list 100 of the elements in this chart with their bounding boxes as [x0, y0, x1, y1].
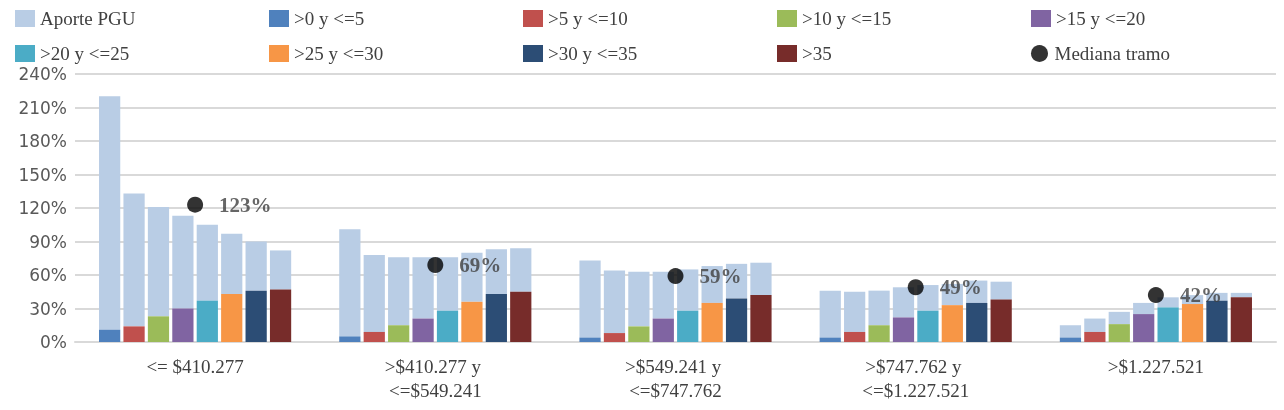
data-label: 123%: [219, 192, 272, 217]
legend-label: >20 y <=25: [40, 43, 130, 64]
x-tick-label: >$549.241 y <=$747.762: [625, 355, 726, 401]
bar: [388, 257, 410, 326]
bar: [725, 298, 748, 342]
bar: [1133, 314, 1155, 342]
bar: [510, 291, 532, 342]
bar: [628, 326, 650, 342]
data-label: 49%: [939, 275, 982, 300]
bar: [172, 215, 194, 309]
bar: [388, 325, 410, 342]
point: [907, 279, 924, 296]
bar: [868, 290, 890, 326]
bar: [196, 300, 218, 342]
bar: [1230, 297, 1252, 342]
y-tick-label: 60%: [29, 265, 67, 285]
point: [667, 268, 684, 285]
bar: [485, 293, 507, 342]
bar: [1059, 325, 1082, 338]
bar: [1181, 304, 1204, 342]
legend-label: >10 y <=15: [802, 8, 892, 29]
bar: [172, 308, 194, 342]
bar: [221, 293, 243, 342]
x-tick-label: <= $410.277: [146, 355, 244, 377]
y-tick-label: 150%: [18, 164, 67, 185]
legend-label: >15 y <=20: [1056, 8, 1146, 29]
bar: [868, 325, 890, 342]
bar: [1133, 302, 1155, 315]
y-tick-label: 120%: [18, 198, 67, 218]
bar: [339, 336, 361, 342]
bar: [412, 318, 434, 342]
legend-label: Aporte PGU: [40, 8, 136, 29]
y-tick-label: 210%: [18, 97, 67, 118]
legend-label: >25 y <=30: [294, 43, 384, 64]
y-tick-label: 180%: [18, 131, 67, 151]
bar: [147, 316, 170, 342]
bar: [941, 305, 963, 342]
bar: [844, 291, 866, 332]
y-tick-label: 240%: [18, 64, 67, 84]
bar: [510, 248, 532, 292]
bar: [221, 233, 243, 294]
bar: [892, 287, 915, 318]
bar: [701, 302, 723, 342]
bar: [1206, 300, 1228, 342]
bar: [436, 310, 459, 342]
bar: [917, 310, 939, 342]
legend-label: Mediana tramo: [1054, 43, 1171, 64]
x-tick-label: >$747.762 y <=$1.227.521: [862, 355, 970, 401]
bar: [412, 257, 434, 319]
bar: [1108, 311, 1130, 325]
y-tick-label: 0%: [40, 332, 67, 352]
bar: [245, 290, 267, 342]
bar: [990, 281, 1012, 300]
bar: [990, 299, 1012, 342]
bar: [245, 241, 267, 291]
data-label: 69%: [459, 252, 502, 277]
bar: [123, 193, 145, 327]
bar: [750, 262, 772, 296]
bar: [579, 260, 601, 338]
bar: [917, 285, 939, 311]
bar: [1084, 318, 1106, 332]
bar: [603, 333, 626, 342]
bar: [363, 254, 385, 332]
bar: [99, 329, 121, 342]
point: [427, 256, 444, 273]
bar: [652, 271, 674, 319]
legend-label: >0 y <=5: [294, 8, 365, 29]
bar: [652, 318, 674, 342]
bar: [196, 224, 218, 301]
x-tick-label: >$1.227.521: [1107, 355, 1205, 377]
bar: [269, 289, 292, 342]
bar: [603, 270, 626, 334]
y-tick-label: 90%: [29, 231, 67, 252]
bar: [436, 257, 459, 311]
legend-label: >30 y <=35: [548, 43, 638, 64]
y-tick-label: 30%: [29, 298, 67, 319]
legend-label: >5 y <=10: [548, 8, 628, 29]
data-label: 59%: [699, 264, 742, 289]
bar: [1084, 331, 1106, 342]
point: [1147, 287, 1164, 304]
bar: [363, 331, 385, 342]
bar: [461, 301, 483, 342]
bar: [99, 96, 121, 330]
bar: [892, 317, 915, 342]
data-label: 42%: [1179, 283, 1222, 308]
bar: [339, 229, 361, 337]
bar: [677, 310, 699, 342]
point: [187, 196, 204, 213]
bar: [819, 290, 841, 338]
bar: [750, 295, 772, 342]
bar: [269, 250, 292, 290]
x-tick-label: >$410.277 y <=$549.241: [384, 355, 486, 401]
bar: [579, 337, 601, 342]
bar: [1157, 307, 1179, 342]
bar: [1108, 324, 1130, 342]
legend-label: >35: [802, 43, 832, 64]
bar: [123, 326, 145, 342]
bar: [147, 206, 170, 317]
bar: [844, 331, 866, 342]
bar: [966, 302, 988, 342]
